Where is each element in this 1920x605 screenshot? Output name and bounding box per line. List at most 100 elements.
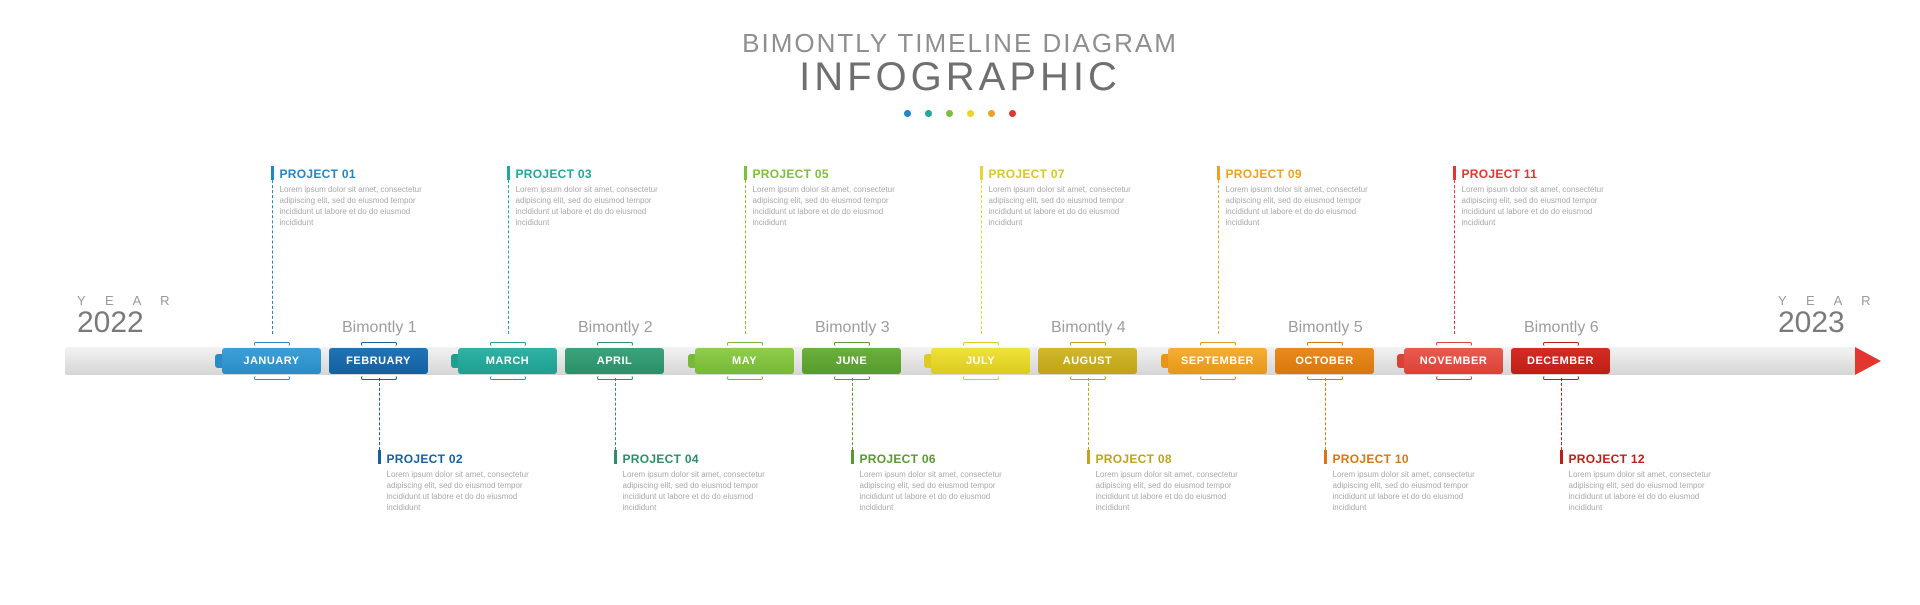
connector-tick bbox=[507, 166, 510, 180]
connector-line bbox=[1454, 170, 1455, 334]
project-box: PROJECT 12 Lorem ipsum dolor sit amet, co… bbox=[1569, 452, 1729, 513]
title-line2: INFOGRAPHIC bbox=[0, 55, 1920, 100]
project-box: PROJECT 10 Lorem ipsum dolor sit amet, co… bbox=[1333, 452, 1493, 513]
project-title: PROJECT 12 bbox=[1569, 452, 1729, 466]
axis-arrow-icon bbox=[1855, 347, 1881, 375]
chip-handle bbox=[1436, 342, 1472, 346]
month-chip: MAY bbox=[695, 348, 794, 374]
connector-tick bbox=[1560, 450, 1563, 464]
connector-line bbox=[1088, 378, 1089, 450]
connector-tick bbox=[378, 450, 381, 464]
chip-handle bbox=[1307, 342, 1343, 346]
year-end: Y E A R 2023 bbox=[1778, 293, 1879, 340]
month-chip: JULY bbox=[931, 348, 1030, 374]
bimontly-label: Bimontly 1 bbox=[342, 319, 417, 337]
month-chip: DECEMBER bbox=[1511, 348, 1610, 374]
chip-notch bbox=[1161, 354, 1168, 368]
year-number: 2023 bbox=[1778, 306, 1879, 340]
chip-notch bbox=[451, 354, 458, 368]
connector-tick bbox=[1217, 166, 1220, 180]
project-body: Lorem ipsum dolor sit amet, consectetur … bbox=[1096, 469, 1256, 513]
connector-tick bbox=[744, 166, 747, 180]
project-box: PROJECT 11Lorem ipsum dolor sit amet, co… bbox=[1462, 167, 1622, 228]
connector-line bbox=[1561, 378, 1562, 450]
chip-handle bbox=[963, 376, 999, 380]
chip-notch bbox=[215, 354, 222, 368]
chip-notch bbox=[1397, 354, 1404, 368]
project-body: Lorem ipsum dolor sit amet, consectetur … bbox=[623, 469, 783, 513]
year-number: 2022 bbox=[77, 306, 178, 340]
connector-line bbox=[981, 170, 982, 334]
project-box: PROJECT 02 Lorem ipsum dolor sit amet, co… bbox=[387, 452, 547, 513]
project-box: PROJECT 01 Lorem ipsum dolor sit amet, co… bbox=[280, 167, 440, 228]
bimontly-label: Bimontly 5 bbox=[1288, 319, 1363, 337]
chip-handle bbox=[490, 376, 526, 380]
connector-tick bbox=[271, 166, 274, 180]
project-title: PROJECT 06 bbox=[860, 452, 1020, 466]
connector-tick bbox=[614, 450, 617, 464]
legend-dot bbox=[946, 110, 953, 117]
project-body: Lorem ipsum dolor sit amet, consectetur … bbox=[1462, 184, 1622, 228]
connector-line bbox=[1325, 378, 1326, 450]
project-title: PROJECT 10 bbox=[1333, 452, 1493, 466]
project-body: Lorem ipsum dolor sit amet, consectetur … bbox=[860, 469, 1020, 513]
project-body: Lorem ipsum dolor sit amet, consectetur … bbox=[1226, 184, 1386, 228]
project-title: PROJECT 01 bbox=[280, 167, 440, 181]
month-chip: APRIL bbox=[565, 348, 664, 374]
connector-line bbox=[615, 378, 616, 450]
chip-handle bbox=[834, 342, 870, 346]
bimontly-label: Bimontly 4 bbox=[1051, 319, 1126, 337]
bimontly-label: Bimontly 3 bbox=[815, 319, 890, 337]
connector-tick bbox=[980, 166, 983, 180]
chip-handle bbox=[1070, 342, 1106, 346]
chip-notch bbox=[924, 354, 931, 368]
project-body: Lorem ipsum dolor sit amet, consectetur … bbox=[280, 184, 440, 228]
legend-dot bbox=[967, 110, 974, 117]
project-body: Lorem ipsum dolor sit amet, consectetur … bbox=[1333, 469, 1493, 513]
project-title: PROJECT 03 bbox=[516, 167, 676, 181]
bimontly-label: Bimontly 2 bbox=[578, 319, 653, 337]
month-chip: JUNE bbox=[802, 348, 901, 374]
project-title: PROJECT 07 bbox=[989, 167, 1149, 181]
chip-handle bbox=[727, 376, 763, 380]
chip-notch bbox=[688, 354, 695, 368]
chip-handle bbox=[963, 342, 999, 346]
project-box: PROJECT 07Lorem ipsum dolor sit amet, co… bbox=[989, 167, 1149, 228]
project-title: PROJECT 05 bbox=[753, 167, 913, 181]
connector-line bbox=[272, 170, 273, 334]
project-body: Lorem ipsum dolor sit amet, consectetur … bbox=[1569, 469, 1729, 513]
header: BIMONTLY TIMELINE DIAGRAM INFOGRAPHIC bbox=[0, 0, 1920, 117]
bimontly-label: Bimontly 6 bbox=[1524, 319, 1599, 337]
chip-handle bbox=[597, 342, 633, 346]
legend-dot bbox=[1009, 110, 1016, 117]
year-start: Y E A R 2022 bbox=[77, 293, 178, 340]
chip-handle bbox=[727, 342, 763, 346]
chip-handle bbox=[254, 342, 290, 346]
legend-dot bbox=[925, 110, 932, 117]
connector-line bbox=[1218, 170, 1219, 334]
month-chip: JANUARY bbox=[222, 348, 321, 374]
project-box: PROJECT 05 Lorem ipsum dolor sit amet, co… bbox=[753, 167, 913, 228]
connector-line bbox=[508, 170, 509, 334]
project-box: PROJECT 04 Lorem ipsum dolor sit amet, co… bbox=[623, 452, 783, 513]
chip-handle bbox=[1200, 342, 1236, 346]
project-box: PROJECT 06 Lorem ipsum dolor sit amet, co… bbox=[860, 452, 1020, 513]
connector-tick bbox=[1087, 450, 1090, 464]
connector-line bbox=[745, 170, 746, 334]
project-body: Lorem ipsum dolor sit amet, consectetur … bbox=[516, 184, 676, 228]
project-box: PROJECT 08 Lorem ipsum dolor sit amet, co… bbox=[1096, 452, 1256, 513]
month-chip: AUGUST bbox=[1038, 348, 1137, 374]
project-body: Lorem ipsum dolor sit amet, consectetur … bbox=[387, 469, 547, 513]
connector-line bbox=[379, 378, 380, 450]
connector-tick bbox=[851, 450, 854, 464]
project-body: Lorem ipsum dolor sit amet, consectetur … bbox=[753, 184, 913, 228]
project-title: PROJECT 04 bbox=[623, 452, 783, 466]
chip-handle bbox=[1436, 376, 1472, 380]
project-title: PROJECT 02 bbox=[387, 452, 547, 466]
connector-tick bbox=[1453, 166, 1456, 180]
month-chip: MARCH bbox=[458, 348, 557, 374]
legend-dot bbox=[904, 110, 911, 117]
connector-line bbox=[852, 378, 853, 450]
project-title: PROJECT 08 bbox=[1096, 452, 1256, 466]
chip-handle bbox=[254, 376, 290, 380]
